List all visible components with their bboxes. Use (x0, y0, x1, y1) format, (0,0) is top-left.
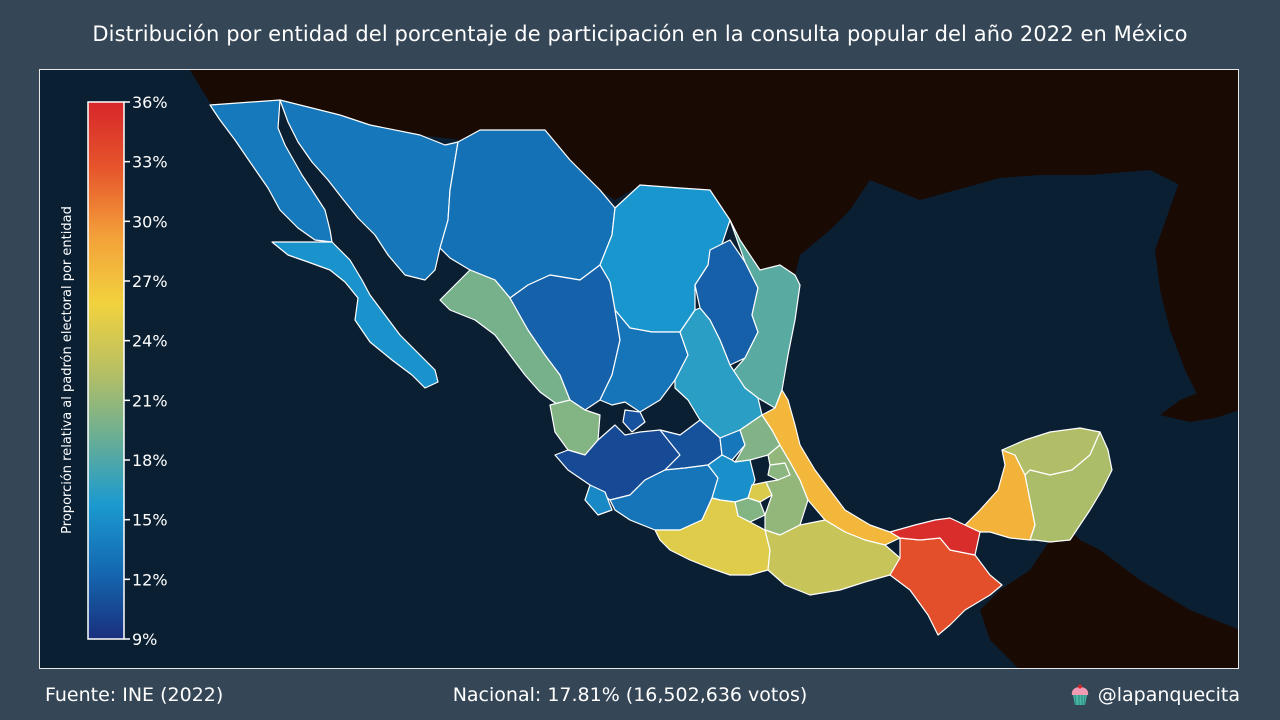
cuba-land (1160, 382, 1238, 422)
colorbar: 36% 33% 30% 27% 24% 21% 18% 15% 12% 9% Proporción… (60, 93, 168, 649)
colorbar-label: Proporción relativa al padrón electoral … (60, 206, 75, 534)
colorbar-tick-label: 24% (132, 332, 168, 351)
national-text: Nacional: 17.81% (16,502,636 votos) (452, 684, 808, 706)
state-colima (584, 484, 613, 516)
state-baja-california-sur (271, 241, 439, 389)
colorbar-tick-label: 27% (132, 272, 168, 291)
state-quintana-roo (1024, 431, 1113, 543)
colorbar-gradient (87, 101, 125, 640)
central-america-land (980, 530, 1238, 668)
credit-handle: @lapanquecita (1097, 684, 1240, 706)
map-frame: 36% 33% 30% 27% 24% 21% 18% 15% 12% 9% Proporción… (39, 69, 1239, 669)
state-veracruz (761, 389, 901, 546)
colorbar-tick-label: 21% (132, 391, 168, 410)
colorbar-tick-label: 36% (132, 93, 168, 112)
florida-land (1155, 180, 1238, 415)
state-queretaro (719, 429, 746, 461)
usa-land (190, 70, 1238, 275)
colorbar-tick-label: 33% (132, 153, 168, 172)
colorbar-tick-label: 18% (132, 451, 168, 470)
credit: @lapanquecita (1070, 684, 1240, 706)
state-aguascalientes (622, 409, 646, 433)
cupcake-icon (1071, 684, 1088, 706)
state-ciudad-de-mexico (747, 481, 773, 503)
chart-title: Distribución por entidad del porcentaje … (92, 22, 1188, 46)
colorbar-tick-label: 12% (132, 570, 168, 589)
state-zacatecas (599, 309, 689, 413)
colorbar-tick-label: 9% (132, 630, 157, 649)
colorbar-tick-label: 30% (132, 212, 168, 231)
map-svg: 36% 33% 30% 27% 24% 21% 18% 15% 12% 9% Proporción… (40, 70, 1238, 668)
states-layer (209, 99, 1113, 636)
state-tabasco (889, 517, 981, 556)
colorbar-tick-label: 15% (132, 511, 168, 530)
source-text: Fuente: INE (2022) (45, 684, 224, 706)
state-sonora (279, 99, 459, 281)
